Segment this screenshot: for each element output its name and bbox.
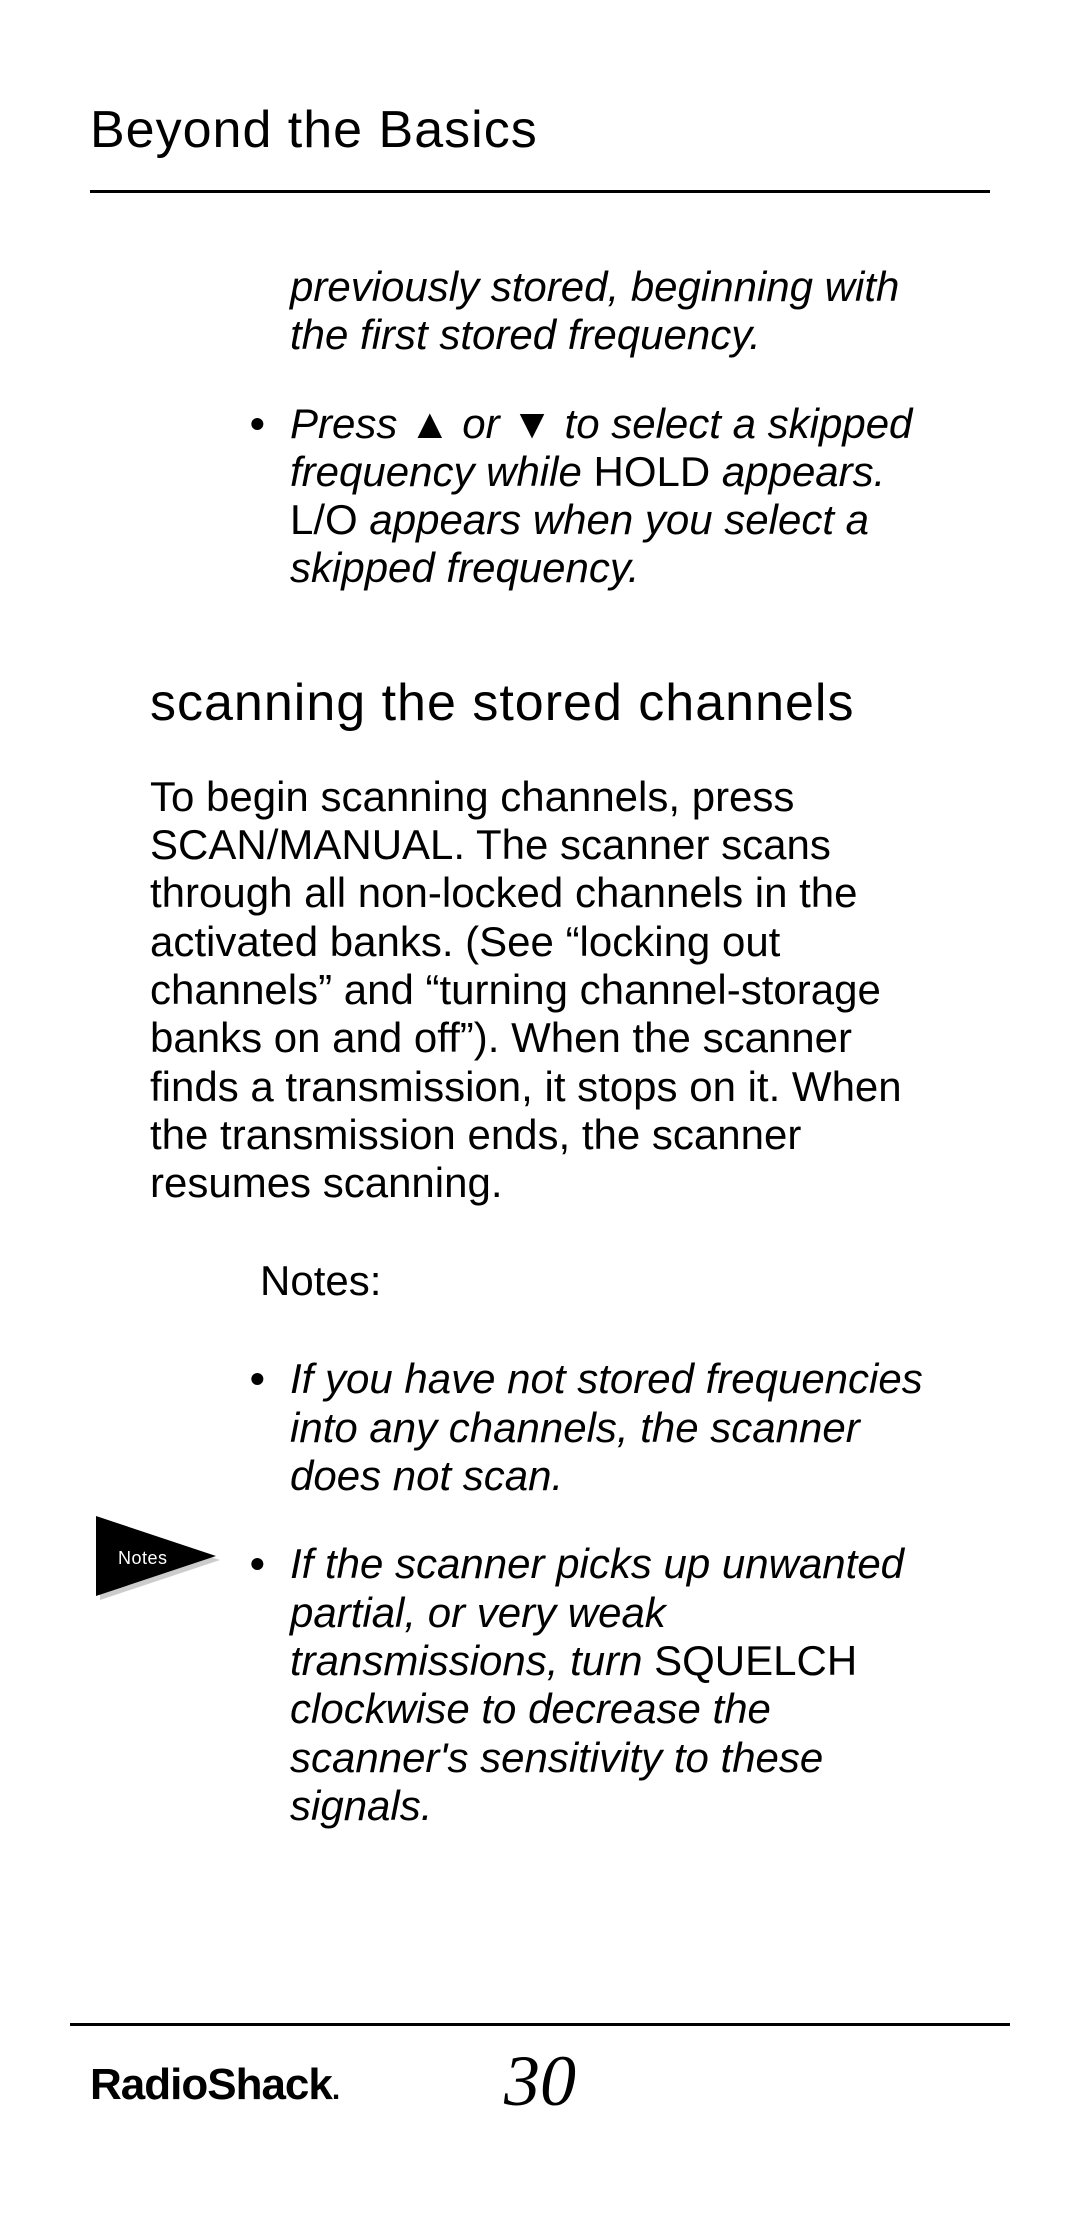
hold-keyword: HOLD — [594, 448, 711, 495]
bullet-marker: • — [250, 1355, 290, 1500]
text-appears: appears. — [710, 448, 885, 495]
bullet-marker: • — [250, 400, 290, 593]
notes-callout-icon: Notes — [90, 1510, 240, 1640]
notes-label: Notes: — [260, 1257, 990, 1305]
text-press: Press — [290, 400, 409, 447]
footer-divider — [70, 2023, 1010, 2026]
manual-page: Beyond the Basics previously stored, beg… — [0, 0, 1080, 2216]
note-content: If the scanner picks up unwanted partial… — [290, 1540, 930, 1830]
squelch-keyword: SQUELCH — [654, 1637, 857, 1684]
brand-logo: RadioShack. — [90, 2060, 339, 2110]
text-rest: appears when you select a skipped freque… — [290, 496, 869, 591]
brand-dot: . — [332, 2073, 339, 2106]
up-arrow-icon: ▲ — [409, 400, 451, 447]
page-number: 30 — [504, 2040, 576, 2123]
note-content: If you have not stored frequencies into … — [290, 1355, 930, 1500]
note-item: • If you have not stored frequencies int… — [250, 1355, 930, 1500]
bullet-content: Press ▲ or ▼ to select a skipped frequen… — [290, 400, 930, 593]
down-arrow-icon: ▼ — [511, 400, 553, 447]
notes-callout-label: Notes — [118, 1548, 168, 1569]
lo-keyword: L/O — [290, 496, 358, 543]
section-heading: scanning the stored channels — [150, 673, 990, 733]
bullet-item: • Press ▲ or ▼ to select a skipped frequ… — [250, 400, 930, 593]
bullet-marker: • — [250, 1540, 290, 1830]
chapter-title: Beyond the Basics — [90, 100, 990, 190]
note-text-b: clockwise to decrease the scanner's sens… — [290, 1685, 823, 1829]
continuation-text: previously stored, beginning with the fi… — [290, 263, 930, 360]
section-body: To begin scanning channels, press SCAN/M… — [150, 773, 930, 1208]
note-item: • If the scanner picks up unwanted parti… — [250, 1540, 930, 1830]
header-divider — [90, 190, 990, 193]
text-or: or — [451, 400, 512, 447]
brand-text: RadioShack — [90, 2060, 332, 2109]
